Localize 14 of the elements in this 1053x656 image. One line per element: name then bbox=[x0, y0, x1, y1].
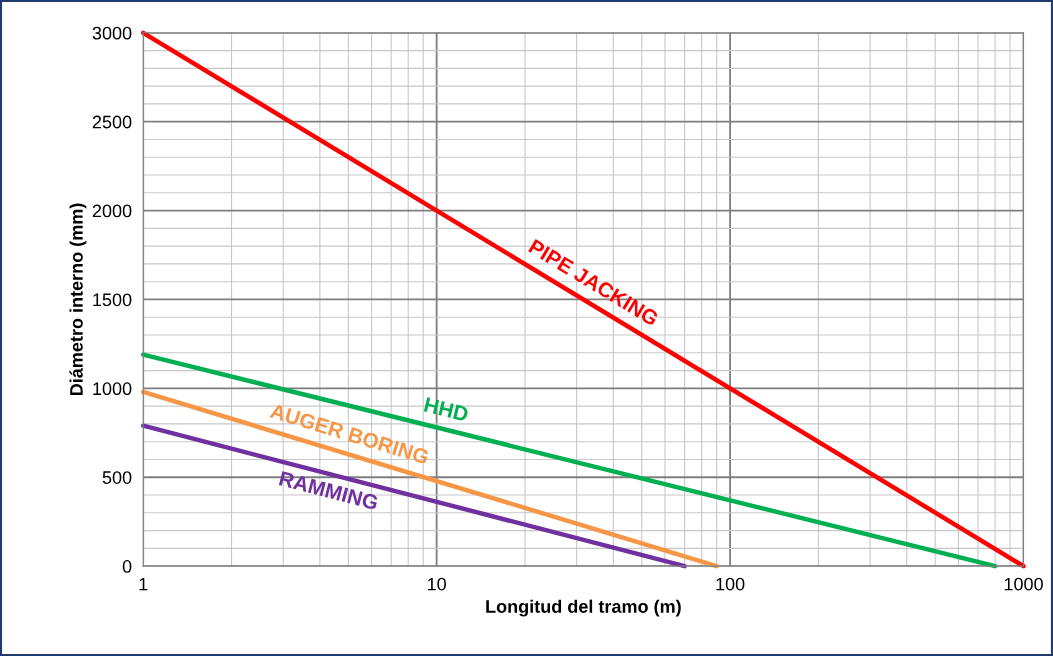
y-tick-label: 3000 bbox=[92, 26, 132, 40]
y-axis-title: Diámetro interno (mm) bbox=[69, 203, 87, 396]
x-tick-label: 100 bbox=[716, 577, 745, 591]
x-tick-label: 1 bbox=[139, 577, 148, 591]
y-tick-label: 2500 bbox=[92, 115, 132, 129]
y-tick-label: 1500 bbox=[93, 293, 132, 307]
x-tick-label: 10 bbox=[427, 577, 446, 591]
y-tick-label: 0 bbox=[122, 560, 132, 573]
y-tick-label: 500 bbox=[102, 471, 132, 484]
x-tick-label: 1000 bbox=[1004, 577, 1043, 591]
y-tick-label: 2000 bbox=[92, 204, 132, 218]
text: HHD bbox=[423, 397, 469, 422]
y-tick-label: 1000 bbox=[93, 382, 132, 396]
x-axis-title: Longitud del tramo (m) bbox=[486, 599, 681, 617]
